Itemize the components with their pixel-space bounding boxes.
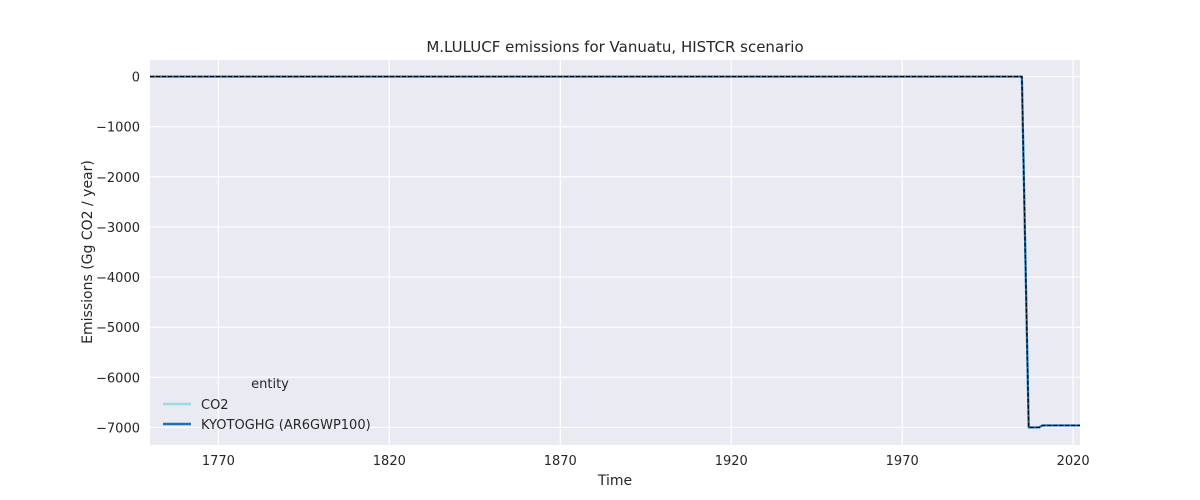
x-axis-label: Time [597,473,632,489]
grid-lines [150,60,1080,445]
legend-title: entity [251,377,289,392]
series-layer [150,75,1080,429]
chart-title: M.LULUCF emissions for Vanuatu, HISTCR s… [426,38,803,56]
y-axis-label: Emissions (Gg CO2 / year) [80,160,96,344]
y-tick-label: −1000 [96,121,140,136]
y-tick-label: −3000 [96,221,140,236]
plot-background [150,60,1080,445]
x-tick-label: 1920 [715,454,748,469]
tick-labels: 1770 1820 1870 1920 1970 2020 0 −1000 −2000 −3000… [96,71,1090,469]
y-tick-label: −6000 [96,371,140,386]
y-tick-label: −2000 [96,171,140,186]
y-tick-label: −5000 [96,321,140,336]
legend: entity CO2 KYOTOGHG (AR6GWP100) [163,377,371,433]
legend-entry-co2: CO2 [201,398,229,413]
x-tick-label: 1870 [544,454,577,469]
dashed-overlay-line [150,75,1080,429]
y-tick-label: −4000 [96,271,140,286]
x-tick-label: 1970 [886,454,919,469]
y-tick-label: 0 [132,71,140,86]
legend-entry-kyotoghg: KYOTOGHG (AR6GWP100) [201,418,371,433]
x-tick-label: 1770 [202,454,235,469]
x-tick-label: 1820 [373,454,406,469]
y-tick-label: −7000 [96,421,140,436]
x-tick-label: 2020 [1057,454,1090,469]
